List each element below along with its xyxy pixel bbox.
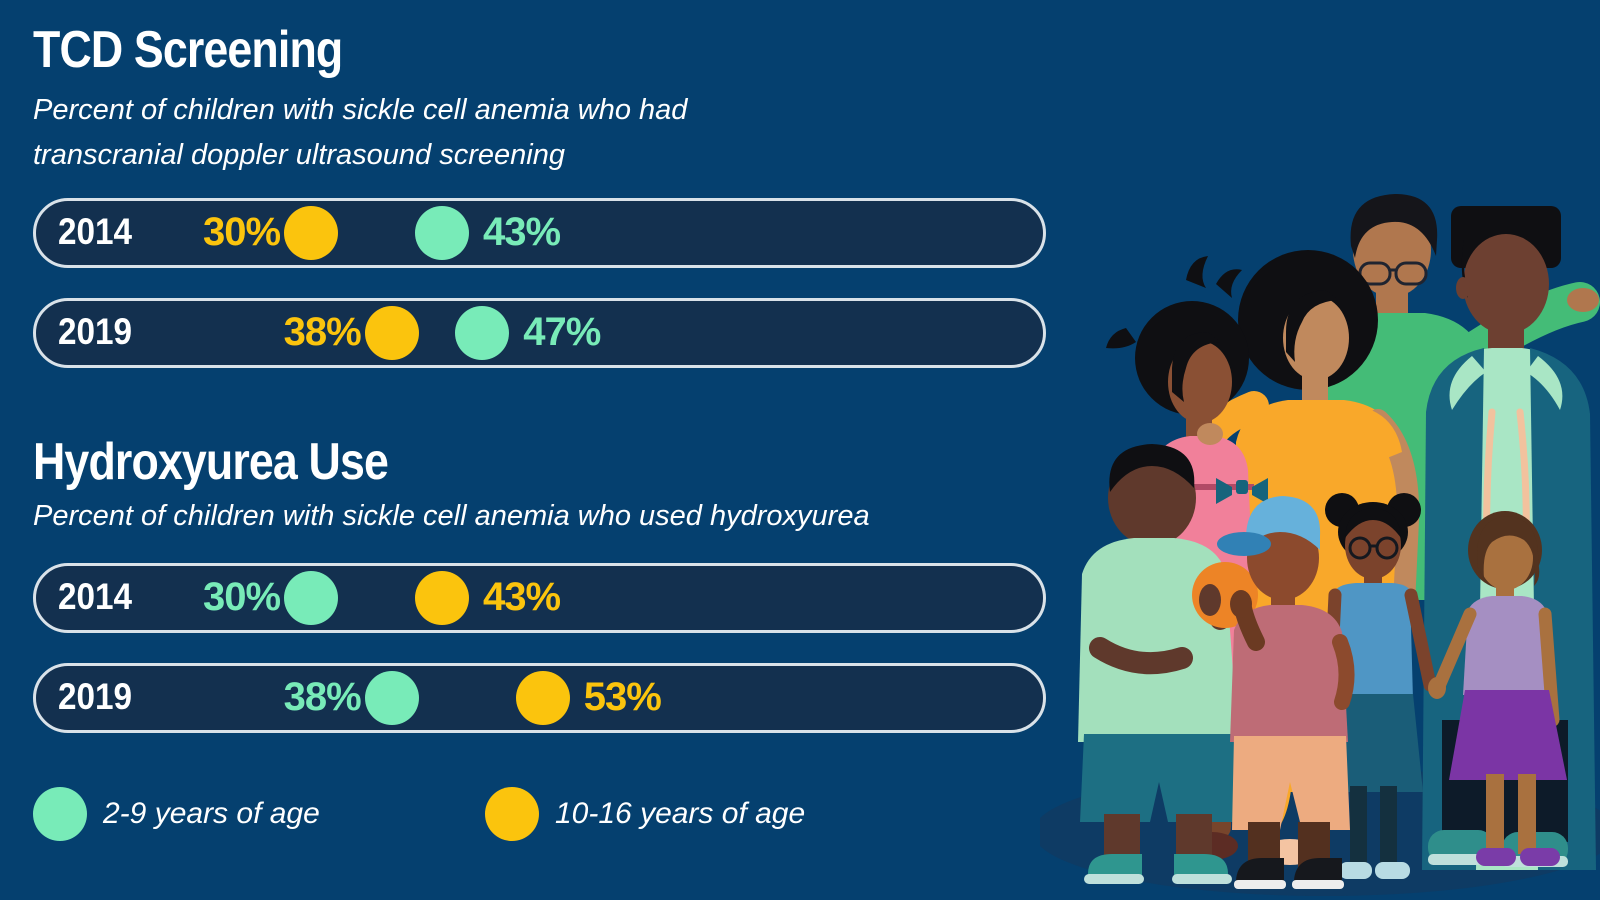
value-label-age_10_16: 53% [583, 675, 662, 719]
tcd-dot-rows: 2014 30% 43% 2019 38% 47% [33, 198, 1046, 368]
family-illustration [1040, 194, 1600, 896]
tcd-section-title: TCD Screening [33, 21, 343, 79]
year-row-2019: 2019 38% 53% [33, 663, 1046, 733]
value-label-age_2_9: 38% [283, 675, 362, 719]
value-label-age_10_16: 38% [283, 310, 362, 354]
year-label: 2014 [58, 211, 133, 252]
value-label-age_2_9: 43% [483, 210, 561, 254]
dot-age_2_9 [455, 306, 510, 360]
hydroxyurea-dot-rows: 2014 30% 43% 2019 38% 53% [33, 563, 1046, 733]
value-label-age_10_16: 30% [203, 210, 281, 254]
dot-age_10_16 [415, 571, 469, 625]
tcd-section-subtitle: Percent of children with sickle cell ane… [33, 94, 688, 171]
year-row-2019: 2019 38% 47% [33, 298, 1046, 368]
hand-on-shoulder [1567, 288, 1599, 312]
hydroxyurea-section-title: Hydroxyurea Use [33, 433, 389, 491]
value-label-age_2_9: 47% [523, 310, 601, 354]
year-label: 2019 [58, 311, 133, 352]
dot-age_10_16 [284, 206, 339, 260]
age-group-legend: 2-9 years of age 10-16 years of age [33, 787, 1033, 843]
value-label-age_2_9: 30% [203, 575, 281, 619]
person-boy-cap [1217, 496, 1355, 889]
legend-dot-age_2_9 [33, 787, 87, 841]
dot-age_2_9 [364, 671, 419, 725]
year-row-2014: 2014 30% 43% [33, 198, 1046, 268]
hand-on-girl-shoulder [1197, 423, 1223, 445]
year-row-2014: 2014 30% 43% [33, 563, 1046, 633]
legend-label: 2-9 years of age [103, 797, 320, 830]
dot-age_10_16 [515, 671, 570, 725]
value-label-age_10_16: 43% [483, 575, 561, 619]
hydroxyurea-section-subtitle: Percent of children with sickle cell ane… [33, 500, 870, 532]
year-label: 2014 [58, 576, 133, 617]
dot-age_2_9 [415, 206, 469, 260]
year-label: 2019 [58, 676, 133, 717]
legend-dot-age_10_16 [485, 787, 539, 841]
person-girl-purple [1428, 511, 1567, 866]
dot-age_10_16 [364, 306, 419, 360]
legend-label: 10-16 years of age [555, 797, 806, 830]
dot-age_2_9 [284, 571, 339, 625]
boy-mint-hand [1199, 584, 1221, 616]
